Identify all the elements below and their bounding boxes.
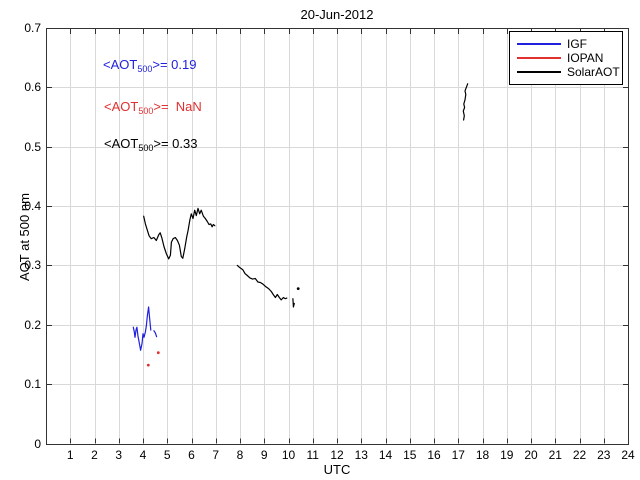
- x-tick-label: 7: [212, 448, 220, 462]
- x-tick-label: 3: [115, 448, 123, 462]
- y-tick-label: 0.4: [24, 199, 41, 214]
- legend-item-iopan: IOPAN: [517, 51, 622, 65]
- legend-label-solaraot: SolarAOT: [567, 65, 620, 79]
- x-tick-label: 9: [260, 448, 268, 462]
- x-tick-label: 17: [451, 448, 465, 462]
- x-tick-label: 4: [139, 448, 147, 462]
- x-tick-label: 24: [621, 448, 635, 462]
- y-tick-label: 0: [34, 436, 41, 451]
- x-tick-label: 21: [548, 448, 562, 462]
- annotation-value: >= NaN: [153, 99, 202, 114]
- x-tick-label: 23: [597, 448, 611, 462]
- annotation-text: <AOT: [104, 136, 139, 151]
- chart-title: 20-Jun-2012: [300, 7, 374, 22]
- annotation-igf-mean: <AOT500>= 0.19: [103, 57, 196, 74]
- annotation-text: <AOT: [103, 57, 138, 72]
- y-tick-label: 0.5: [24, 139, 41, 154]
- x-tick-label: 12: [330, 448, 344, 462]
- x-tick-label: 10: [281, 448, 296, 462]
- annotation-text: <AOT: [104, 99, 139, 114]
- legend-item-solaraot: SolarAOT: [517, 65, 622, 79]
- y-tick-label: 0.2: [24, 317, 41, 332]
- y-tick-label: 0.7: [24, 21, 41, 35]
- annotation-value: >= 0.33: [153, 136, 198, 151]
- annotation-iopan-mean: <AOT500>= NaN: [104, 99, 202, 116]
- x-tick-label: 5: [163, 448, 171, 462]
- x-tick-label: 15: [403, 448, 417, 462]
- annotation-subscript: 500: [138, 143, 154, 153]
- legend: IGF IOPAN SolarAOT: [509, 31, 623, 85]
- legend-item-igf: IGF: [517, 37, 622, 51]
- y-tick-label: 0.3: [24, 258, 41, 273]
- x-tick-label: 22: [572, 448, 587, 462]
- x-tick-label: 18: [475, 448, 490, 462]
- legend-line-solaraot: [517, 71, 561, 73]
- annotation-subscript: 500: [138, 106, 154, 116]
- annotation-value: >= 0.19: [152, 57, 197, 72]
- x-axis-label: UTC: [323, 462, 351, 477]
- y-tick-label: 0.6: [24, 80, 41, 95]
- x-tick-label: 13: [354, 448, 368, 462]
- x-tick-label: 20: [524, 448, 538, 462]
- x-tick-label: 6: [188, 448, 195, 462]
- x-tick-label: 16: [427, 448, 441, 462]
- legend-label-igf: IGF: [567, 37, 587, 51]
- x-tick-label: 8: [236, 448, 244, 462]
- x-tick-label: 2: [91, 448, 98, 462]
- legend-label-iopan: IOPAN: [567, 51, 604, 65]
- y-tick-label: 0.1: [24, 377, 41, 392]
- x-tick-label: 19: [500, 448, 514, 462]
- x-tick-label: 11: [306, 448, 319, 462]
- x-tick-label: 1: [66, 448, 74, 462]
- x-tick-label: 14: [378, 448, 393, 462]
- annotation-solaraot-mean: <AOT500>= 0.33: [104, 136, 197, 153]
- legend-line-iopan: [517, 57, 561, 59]
- annotation-subscript: 500: [137, 64, 153, 74]
- legend-line-igf: [517, 43, 561, 45]
